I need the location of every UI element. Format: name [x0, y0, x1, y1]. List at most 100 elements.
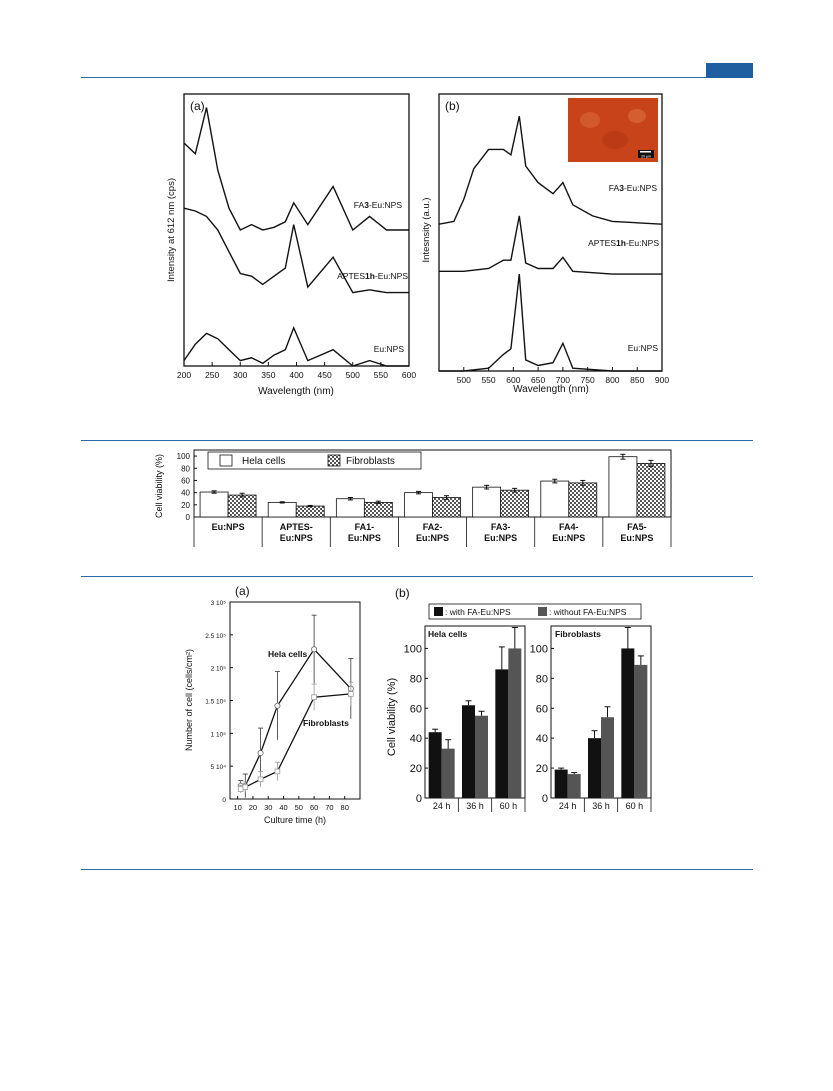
y-tick-label: 0: [416, 793, 422, 805]
x-tick-label: 650: [531, 375, 545, 385]
y-tick-label: 5 10⁴: [211, 764, 227, 771]
x-tick-label: 70: [325, 803, 333, 812]
x-tick-label: 550: [374, 370, 388, 380]
panel-label: (a): [190, 99, 205, 113]
y-tick-label: 20: [181, 501, 190, 510]
section-rule-1: [81, 440, 753, 441]
x-axis-title: Wavelength (nm): [513, 384, 589, 395]
legend: Hela cells Fibroblasts: [207, 451, 422, 470]
bar-with-fa: [495, 669, 509, 798]
y-tick-label: 20: [410, 763, 422, 775]
y-tick-label: 0: [542, 793, 548, 805]
data-point: [237, 786, 244, 792]
legend-swatch-hela: [219, 454, 233, 467]
bar-hela: [608, 456, 638, 518]
group-label-fibroblasts: Fibroblasts: [555, 629, 601, 639]
x-tick-label: 80: [341, 803, 349, 812]
data-point: [311, 694, 317, 701]
x-tick-label: 40: [279, 803, 287, 812]
series-label-hela: Hela cells: [268, 649, 307, 659]
group-label-hela: Hela cells: [428, 629, 467, 639]
y-tick-label: 40: [536, 733, 548, 745]
y-tick-label: 2.5 10⁵: [205, 633, 226, 640]
legend-swatch-without: [538, 607, 547, 616]
category-label: 60 h: [626, 801, 644, 811]
bar-fibroblasts: [636, 462, 666, 518]
y-axis-title: Cell viability (%): [154, 454, 164, 518]
legend-label-fibroblasts: Fibroblasts: [346, 456, 395, 467]
bar-fibroblasts: [500, 489, 530, 518]
category-label: 24 h: [433, 801, 451, 811]
y-tick-label: 1.5 10⁵: [205, 699, 226, 706]
panel-label: (b): [445, 99, 460, 113]
bar-with-fa: [462, 705, 475, 798]
data-point: [274, 768, 281, 775]
y-tick-label: 0: [222, 797, 226, 804]
spectrum-line: [183, 207, 409, 294]
y-tick-label: 40: [410, 733, 422, 745]
y-tick-label: 80: [536, 673, 548, 685]
x-tick-label: 50: [295, 803, 303, 812]
bar-fibroblasts: [432, 497, 461, 518]
x-tick-label: 600: [506, 375, 520, 385]
y-tick-label: 0: [186, 513, 191, 522]
category-label: 24 h: [559, 801, 577, 811]
bar-with-fa: [588, 738, 601, 798]
data-point: [242, 784, 249, 790]
bar-hela: [404, 492, 433, 518]
y-tick-label: 100: [530, 643, 548, 655]
x-tick-label: 550: [481, 375, 495, 385]
x-tick-label: 500: [457, 375, 471, 385]
category-label: FA2-: [423, 522, 443, 532]
y-tick-label: 80: [181, 464, 190, 473]
category-label: FA4-: [559, 522, 579, 532]
fibroblast-line: [240, 693, 351, 790]
x-tick-label: 20: [249, 803, 257, 812]
bar-with-fa: [554, 769, 568, 798]
category-label: 36 h: [592, 801, 610, 811]
data-point: [274, 702, 281, 709]
legend-label-with: : with FA-Eu:NPS: [445, 607, 511, 617]
trace-label: APTES1h-Eu:NPS: [588, 238, 659, 248]
category-label: Eu:NPS: [212, 522, 245, 532]
spectrum-line: [439, 274, 662, 372]
series-label-fibroblasts: Fibroblasts: [303, 718, 349, 728]
bar-hela: [199, 491, 229, 518]
category-label: Eu:NPS: [416, 533, 449, 543]
category-label: 60 h: [500, 801, 518, 811]
header-rule: [81, 77, 753, 78]
x-tick-label: 800: [605, 375, 619, 385]
legend: : with FA-Eu:NPS : without FA-Eu:NPS: [428, 603, 642, 620]
y-axis-title: Intesnsity (a.u.): [421, 198, 432, 263]
y-tick-label: 40: [181, 489, 190, 498]
section-rule-2: [81, 576, 753, 577]
bar-fibroblasts: [227, 494, 257, 518]
y-tick-label: 2 10⁵: [211, 666, 227, 673]
spectrum-line: [183, 326, 409, 367]
category-label: FA3-: [491, 522, 511, 532]
x-tick-label: 850: [630, 375, 644, 385]
bar-without-fa: [508, 648, 522, 798]
y-tick-label: 100: [404, 643, 422, 655]
panel-label: (a): [235, 584, 250, 598]
x-tick-label: 900: [655, 375, 669, 385]
y-axis-title: Number of cell (cells/cm²): [184, 649, 194, 751]
y-axis-title: Intensity at 612 nm (cps): [166, 178, 177, 282]
category-label: 36 h: [466, 801, 484, 811]
plot-frame: [438, 93, 663, 372]
panel-label: (b): [395, 586, 410, 600]
fig1a-emission-chart: (a) 200 250 300 350 400 450 500 550 600 Waveleng…: [166, 93, 416, 397]
bar-without-fa: [634, 664, 648, 798]
trace-label: FA3-Eu:NPS: [354, 200, 403, 210]
header-tab: [706, 63, 753, 78]
trace-label: FA3-Eu:NPS: [609, 183, 658, 193]
bar-without-fa: [601, 717, 614, 798]
trace-label: Eu:NPS: [374, 344, 405, 354]
category-label: Eu:NPS: [484, 533, 517, 543]
fig1b-emission-chart: (b) 20 μm 500 550 600 650 700 750 800 850 900 Wa…: [421, 93, 669, 395]
category-label: Eu:NPS: [280, 533, 313, 543]
x-tick-label: 30: [264, 803, 272, 812]
spectrum-line: [183, 107, 409, 232]
category-label: APTES-: [280, 522, 313, 532]
category-label: Eu:NPS: [348, 533, 381, 543]
